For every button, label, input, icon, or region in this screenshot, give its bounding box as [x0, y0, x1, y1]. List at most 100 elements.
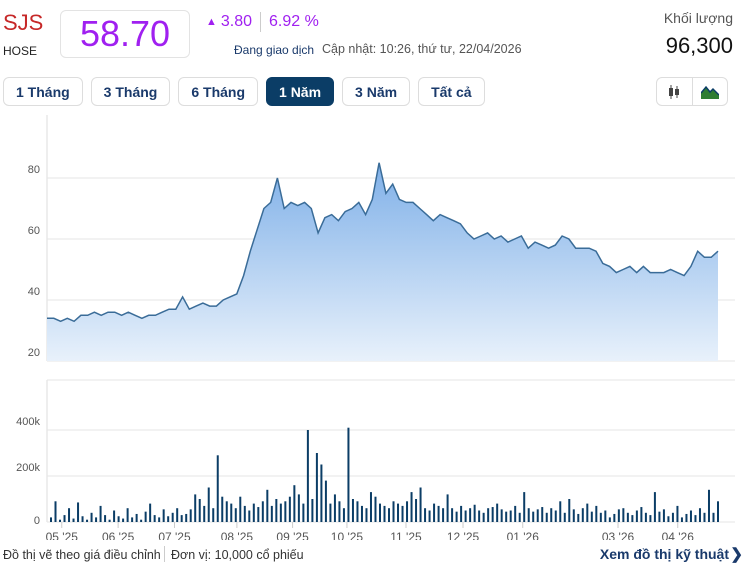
volume-bar: [460, 505, 463, 522]
volume-bar: [455, 511, 458, 522]
y-tick-label: 80: [28, 164, 40, 176]
tab-6-months[interactable]: 6 Tháng: [178, 77, 259, 106]
volume-bar: [347, 427, 350, 522]
divider: [260, 12, 262, 32]
y-tick-label: 20: [28, 347, 40, 359]
volume-bar: [717, 501, 719, 522]
period-tabs: 1 Tháng 3 Tháng 6 Tháng 1 Năm 3 Năm Tất …: [3, 77, 485, 106]
x-tick-label: 06 '25: [102, 530, 135, 540]
volume-bar: [257, 507, 260, 522]
volume-bar: [541, 507, 544, 522]
volume-bar: [446, 494, 449, 522]
price-line: [47, 162, 719, 323]
volume-bar: [419, 487, 422, 522]
volume-bar: [523, 492, 526, 522]
volume-bar: [577, 513, 580, 522]
volume-bar: [698, 508, 701, 522]
volume-bar: [392, 501, 395, 522]
volume-label: Khối lượng: [663, 10, 733, 26]
volume-bar: [383, 505, 386, 522]
volume-bar: [279, 503, 282, 522]
technical-chart-link[interactable]: Xem đồ thị kỹ thuật: [599, 546, 729, 562]
volume-bar: [221, 496, 224, 522]
volume-bar: [410, 492, 413, 522]
volume-bar: [194, 494, 197, 522]
volume-bar: [545, 512, 548, 522]
volume-bar: [685, 513, 688, 522]
volume-bar: [189, 509, 192, 522]
chevron-right-icon[interactable]: ❯: [730, 546, 743, 563]
volume-bar: [126, 508, 129, 522]
volume-bar: [356, 501, 359, 522]
volume-bar: [676, 505, 679, 522]
volume-bar: [487, 508, 490, 522]
volume-bar: [153, 515, 156, 522]
volume-bar: [378, 503, 381, 522]
area-chart-button[interactable]: [693, 78, 728, 105]
volume-bar: [653, 492, 656, 522]
volume-bar: [333, 494, 336, 522]
change-percent: 6.92 %: [269, 13, 319, 30]
volume-bar: [568, 499, 571, 522]
volume-bar: [428, 510, 431, 522]
volume-bar: [514, 505, 517, 522]
volume-bar: [234, 508, 237, 522]
volume-bar: [86, 519, 89, 522]
volume-bar: [311, 499, 314, 522]
unit-note: Đơn vị: 10,000 cổ phiếu: [171, 548, 304, 562]
volume-bar: [203, 505, 206, 522]
tab-3-months[interactable]: 3 Tháng: [90, 77, 171, 106]
up-arrow-icon: ▲: [206, 16, 217, 28]
volume-bar: [261, 501, 264, 522]
volume-bar: [478, 510, 481, 522]
x-tick-label: 01 '26: [507, 530, 540, 540]
volume-bar: [649, 515, 652, 522]
volume-bar: [671, 512, 674, 522]
volume-bar: [149, 503, 152, 522]
adjusted-price-note: Đồ thị vẽ theo giá điều chỉnh: [3, 548, 161, 562]
volume-bar: [640, 507, 643, 522]
volume-bar: [90, 512, 93, 522]
volume-bar: [171, 512, 174, 522]
volume-bar: [108, 519, 111, 522]
volume-bar: [68, 508, 71, 522]
volume-bar: [703, 512, 706, 522]
tab-3-years[interactable]: 3 Năm: [342, 77, 411, 106]
volume-bar: [595, 505, 598, 522]
volume-bar: [613, 513, 616, 522]
volume-value: 96,300: [665, 33, 733, 58]
volume-bar: [351, 499, 354, 522]
volume-bar: [532, 511, 535, 522]
volume-bar: [617, 509, 620, 522]
change-value: 3.80: [220, 13, 253, 30]
volume-bar: [162, 509, 165, 522]
volume-bar: [176, 508, 179, 522]
tab-1-month[interactable]: 1 Tháng: [3, 77, 83, 106]
x-tick-label: 05 '25: [46, 530, 79, 540]
volume-bar: [707, 489, 710, 522]
volume-bar: [505, 511, 508, 522]
price-change: ▲ 3.80 6.92 %: [206, 12, 319, 32]
ticker-symbol: SJS: [3, 10, 44, 35]
volume-bar: [158, 517, 161, 522]
volume-bar: [99, 505, 102, 522]
volume-bar: [315, 453, 318, 522]
volume-bar: [131, 517, 134, 522]
volume-bar: [631, 515, 634, 522]
volume-bar: [72, 518, 75, 522]
volume-bar: [270, 505, 273, 522]
tab-1-year[interactable]: 1 Năm: [266, 77, 335, 106]
volume-bar: [554, 510, 557, 522]
volume-bar: [635, 510, 638, 522]
volume-bar: [288, 496, 291, 522]
candlestick-button[interactable]: [657, 78, 693, 105]
volume-bar: [415, 499, 418, 522]
volume-bar: [469, 508, 472, 522]
volume-bar: [369, 492, 372, 522]
volume-bar: [406, 501, 409, 522]
volume-bar: [559, 501, 562, 522]
tab-all[interactable]: Tất cả: [418, 77, 485, 106]
volume-bar: [572, 509, 575, 522]
volume-bar: [122, 518, 125, 522]
volume-bar: [302, 503, 305, 522]
